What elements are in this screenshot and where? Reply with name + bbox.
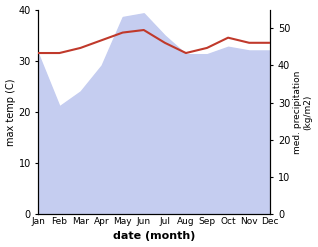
Y-axis label: max temp (C): max temp (C) bbox=[5, 78, 16, 145]
Y-axis label: med. precipitation
(kg/m2): med. precipitation (kg/m2) bbox=[293, 70, 313, 154]
X-axis label: date (month): date (month) bbox=[113, 231, 196, 242]
